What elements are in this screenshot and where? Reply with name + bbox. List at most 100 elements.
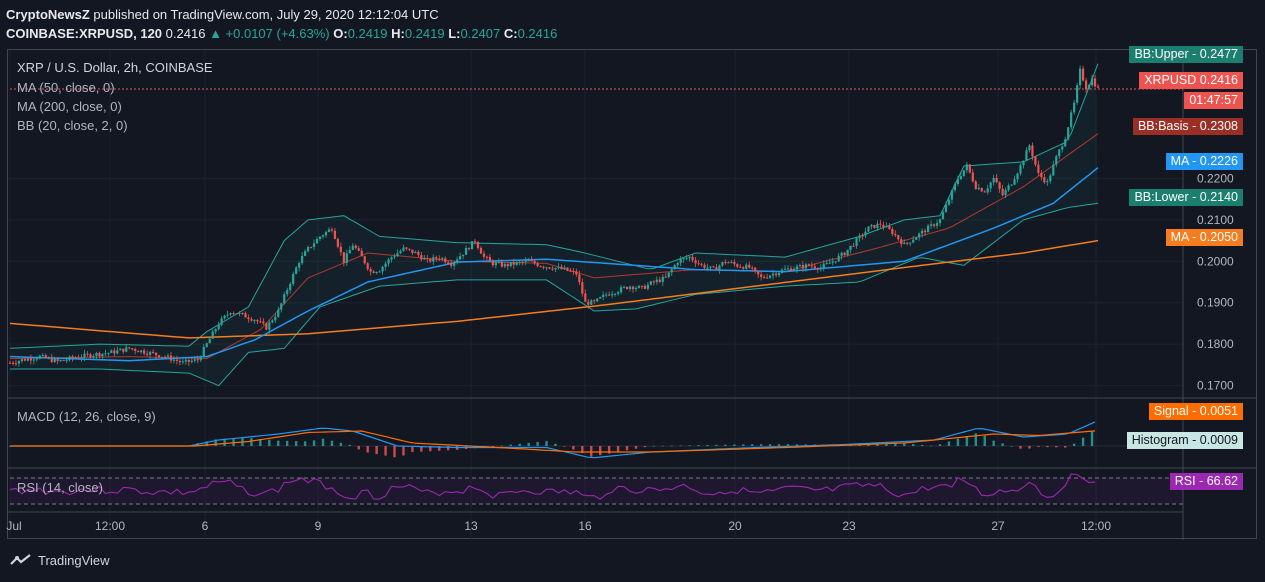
candle-body	[283, 294, 286, 304]
rsi-band	[10, 478, 1183, 504]
candle-body	[572, 270, 575, 272]
candle-body	[959, 176, 962, 180]
ma200-line	[9, 239, 1099, 339]
legend-macd[interactable]: MACD (12, 26, close, 9)	[17, 409, 156, 424]
candle-body	[813, 266, 816, 269]
candle-body	[11, 362, 15, 364]
legend-bb[interactable]: BB (20, close, 2, 0)	[17, 118, 128, 133]
histogram-bar	[599, 446, 602, 456]
candle-body	[712, 266, 715, 268]
candle-body	[551, 268, 554, 270]
candle-body	[357, 248, 360, 251]
candle-body	[1079, 68, 1082, 86]
histogram-name: Histogram	[1131, 433, 1189, 447]
candle-body	[265, 323, 268, 330]
candle-body	[354, 245, 357, 249]
candle-body	[470, 241, 474, 250]
histogram-bar	[795, 444, 799, 446]
candle-body	[241, 312, 244, 314]
candle-body	[885, 226, 888, 228]
histogram-bar	[634, 446, 638, 449]
candle-body	[420, 255, 423, 260]
candle-body	[372, 271, 375, 273]
candle-body	[399, 250, 402, 254]
candle-body	[44, 354, 47, 358]
histogram-bar	[616, 446, 620, 452]
legend-ma50[interactable]: MA (50, close, 0)	[17, 80, 115, 95]
histogram-bar	[679, 445, 682, 447]
candle-body	[748, 264, 751, 268]
histogram-bar	[312, 440, 316, 446]
candle-body	[1084, 80, 1088, 90]
candle-body	[301, 255, 304, 264]
histogram-bar	[402, 446, 405, 456]
histogram-bar	[375, 446, 378, 455]
candle-body	[184, 359, 187, 362]
macd-pane	[8, 421, 1183, 459]
publisher-name[interactable]: CryptoNewsZ	[6, 7, 90, 22]
candle-body	[271, 320, 274, 323]
candle-body	[819, 267, 822, 270]
candle-body	[619, 287, 623, 293]
histogram-bar	[992, 440, 995, 446]
ma200-name: MA	[1170, 230, 1189, 244]
histogram-bar	[733, 444, 736, 446]
candle-body	[816, 268, 819, 270]
candle-body	[205, 343, 208, 347]
footer-brand[interactable]: TradingView	[10, 553, 110, 568]
candle-body	[247, 317, 250, 320]
histogram-bar	[947, 441, 951, 446]
candle-body	[461, 254, 465, 257]
candle-body	[131, 348, 134, 350]
candle-body	[298, 263, 301, 268]
candle-body	[1010, 184, 1013, 186]
candle-body	[71, 356, 74, 359]
candle-body	[739, 266, 742, 268]
candle-body	[661, 276, 664, 282]
candle-body	[74, 357, 77, 359]
candle-body	[643, 285, 647, 289]
legend-rsi[interactable]: RSI (14, close)	[17, 480, 103, 495]
candle-body	[262, 321, 265, 324]
candle-body	[148, 351, 152, 355]
candle-body	[521, 261, 524, 263]
candle-body	[408, 248, 411, 250]
candle-body	[17, 361, 21, 364]
candle-body	[1052, 164, 1055, 176]
candle-body	[277, 309, 280, 317]
candle-body	[861, 235, 864, 237]
published-text: published on TradingView.com, July 29, 2…	[93, 7, 439, 22]
candle-body	[169, 355, 173, 361]
candle-body	[921, 230, 924, 234]
candle-body	[435, 257, 438, 259]
last-price: 0.2416	[165, 26, 206, 41]
candle-body	[509, 262, 512, 267]
candle-body	[229, 313, 232, 315]
candle-body	[605, 294, 608, 296]
symbol-label[interactable]: COINBASE:XRPUSD, 120	[6, 26, 163, 41]
legend-ma200[interactable]: MA (200, close, 0)	[17, 99, 122, 114]
histogram-bar	[965, 436, 969, 446]
bb-basis-label: BB:Basis - 0.2308	[1132, 118, 1243, 135]
candle-body	[584, 293, 587, 302]
candle-body	[515, 262, 518, 265]
histogram-bar	[223, 438, 226, 446]
rsi-label: RSI - 66.62	[1169, 473, 1243, 490]
candle-body	[968, 164, 971, 173]
candle-body	[932, 224, 936, 226]
histogram-bar	[1019, 446, 1022, 449]
candle-body	[1007, 185, 1010, 190]
histogram-bar	[438, 446, 441, 451]
candle-body	[143, 350, 146, 354]
candle-body	[825, 262, 828, 264]
chart-frame[interactable]	[7, 49, 1257, 539]
candle-body	[837, 255, 840, 262]
candle-body	[351, 245, 354, 250]
ma50-line	[9, 167, 1099, 362]
candle-body	[763, 276, 766, 278]
candle-body	[926, 225, 930, 233]
ma200-value: 0.2050	[1199, 230, 1238, 244]
candle-body	[792, 269, 796, 271]
candle-body	[235, 313, 238, 315]
